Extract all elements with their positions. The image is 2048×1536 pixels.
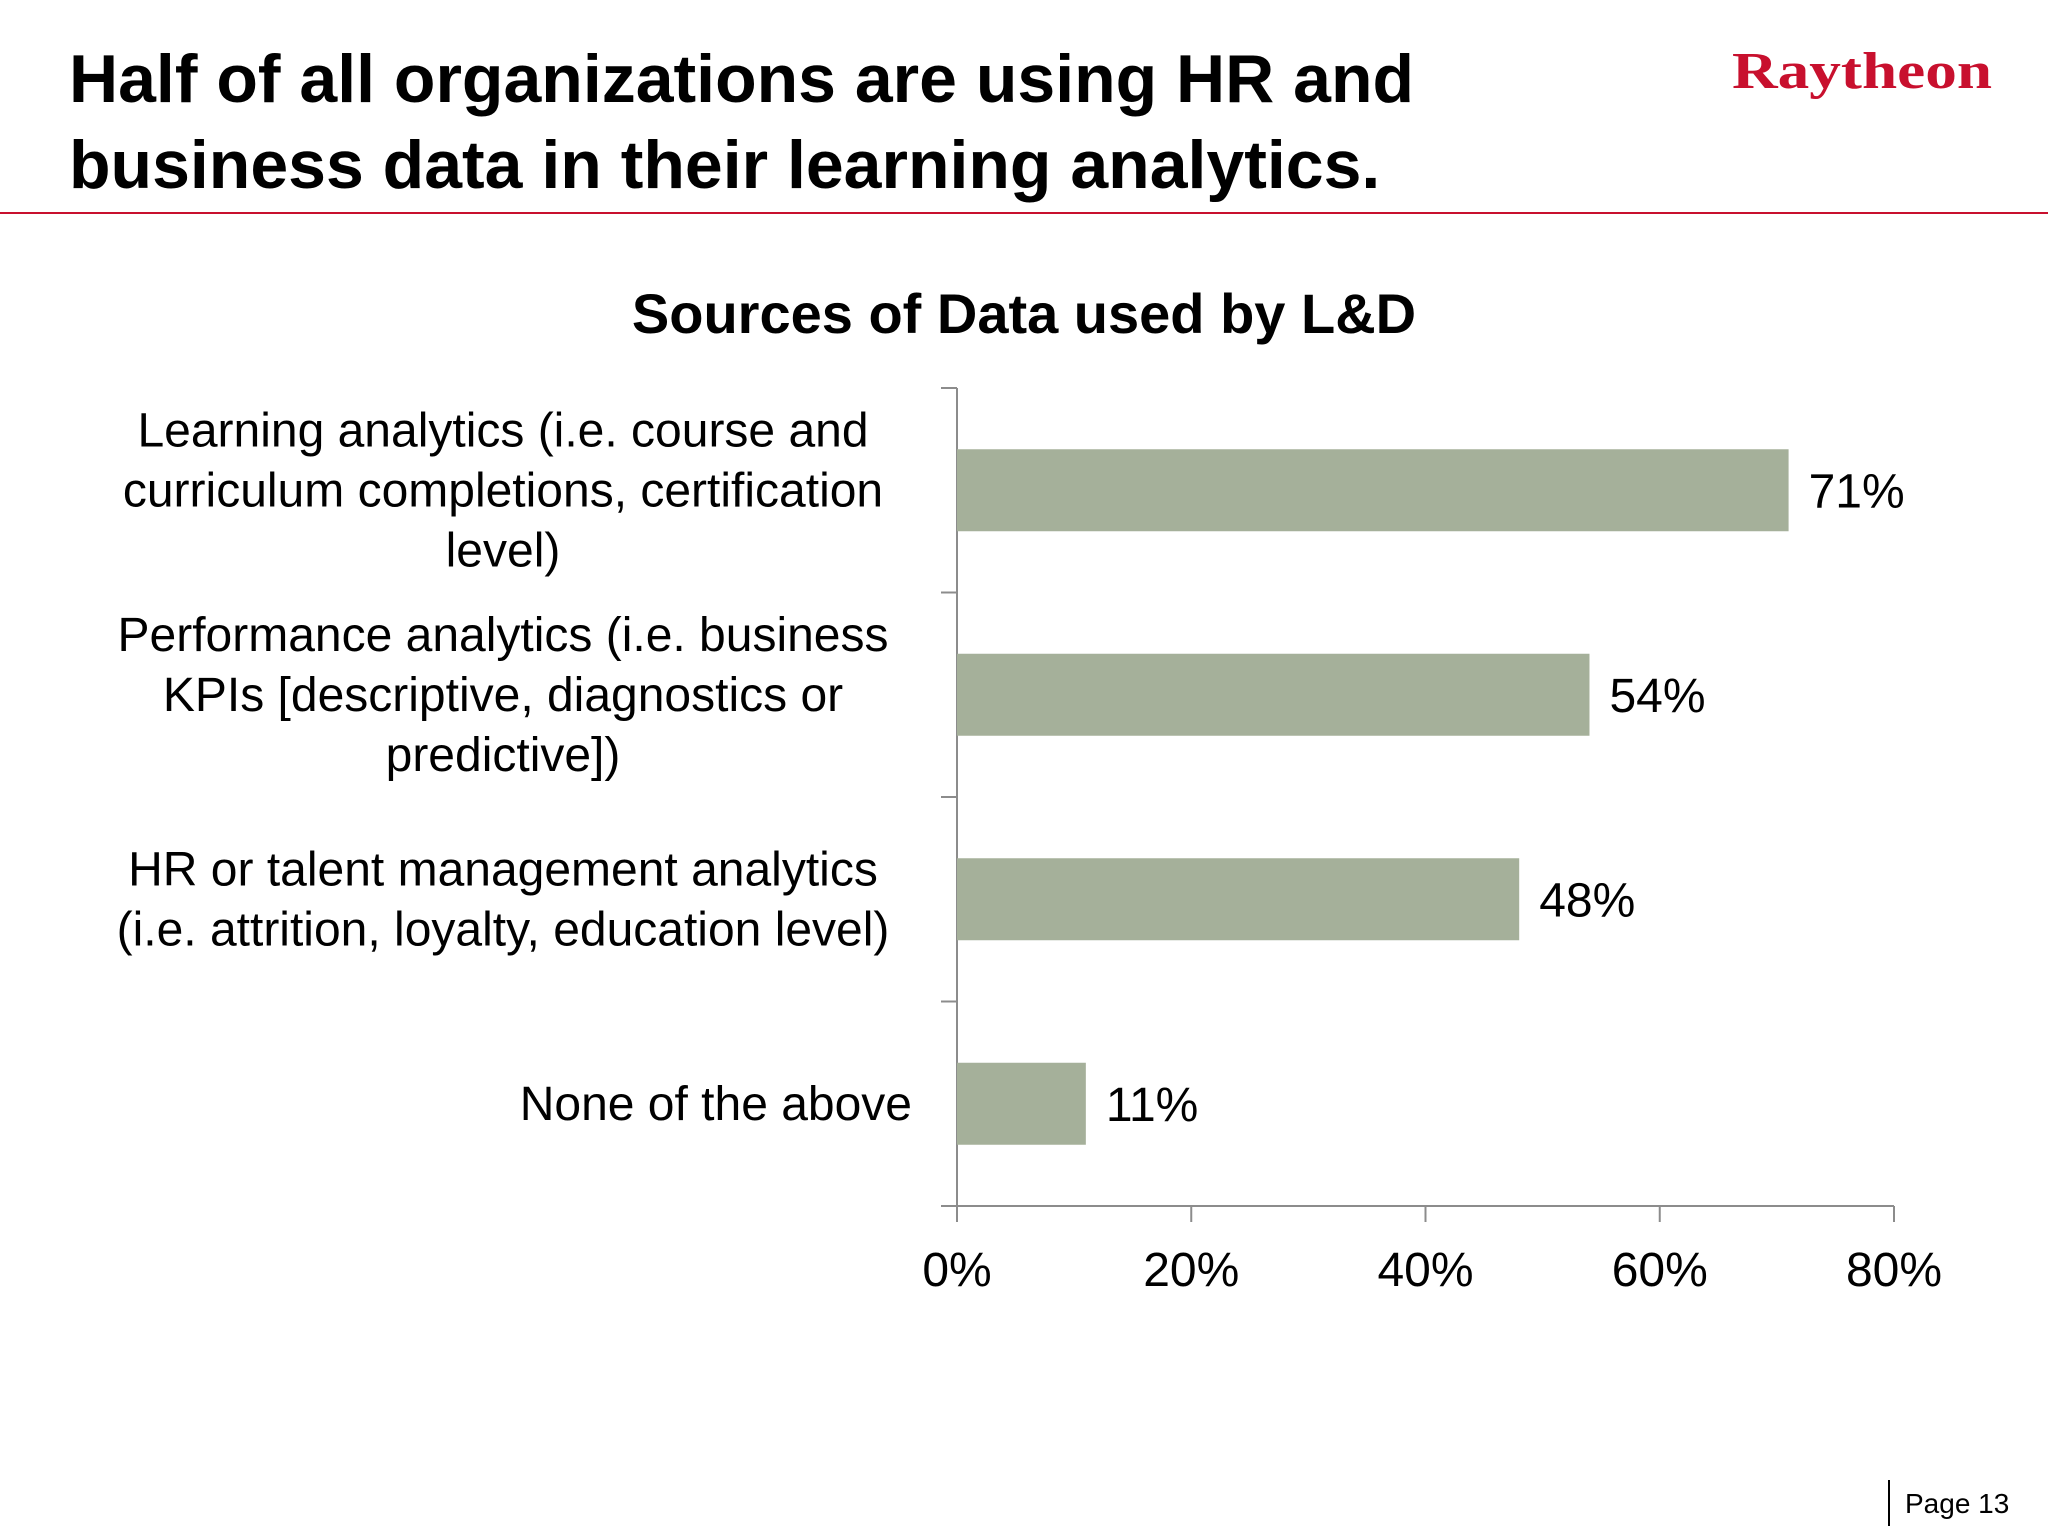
raytheon-logo: Raytheon [1732,43,1992,100]
page-separator [1888,1480,1890,1526]
data-label: 48% [1539,874,1635,927]
category-labels: Learning analytics (i.e. course and curri… [117,404,912,1131]
category-label: Performance analytics (i.e. business KPIs… [118,609,889,782]
data-label: 11% [1106,1079,1199,1132]
bar [957,449,1789,532]
data-labels: 71% 54% 48% 11% [1106,465,1905,1132]
page-number: Page 13 [1905,1488,2010,1519]
x-tick-label: 0% [922,1244,991,1297]
x-tick-labels: 0% 20% 40% 60% 80% [922,1244,1942,1297]
bar [957,858,1520,941]
slide-title: Half of all organizations are using HR a… [69,41,1415,203]
data-label: 54% [1609,670,1705,723]
bar [957,653,1590,736]
chart-title: Sources of Data used by L&D [632,282,1416,345]
bar-chart: Sources of Data used by L&D Learning ana… [117,282,1942,1297]
x-tick-label: 60% [1612,1244,1708,1297]
x-tick-label: 40% [1377,1244,1473,1297]
x-tick-label: 80% [1846,1244,1942,1297]
bar [957,1062,1086,1145]
category-label: Learning analytics (i.e. course and curri… [123,404,883,577]
x-tick-label: 20% [1143,1244,1239,1297]
title-divider [0,212,2048,214]
svg-text:Raytheon: Raytheon [1732,43,1992,100]
data-label: 71% [1809,465,1905,518]
category-label: None of the above [520,1078,912,1131]
chart-bars [957,449,1789,1145]
category-label: HR or talent management analytics (i.e. a… [117,843,890,956]
